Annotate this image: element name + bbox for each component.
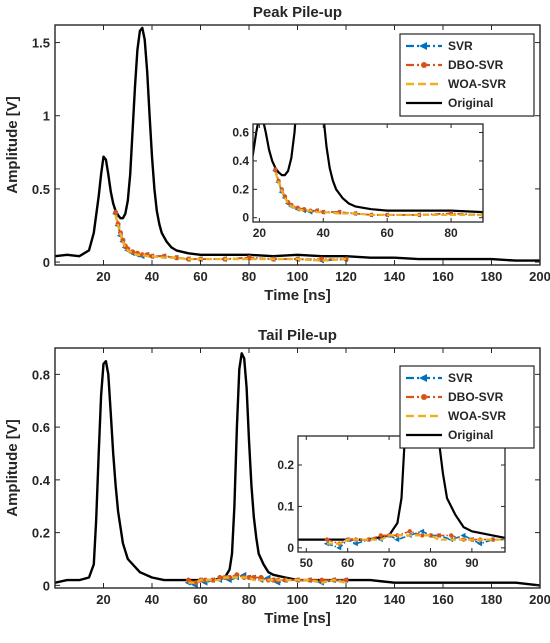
y-tick-label: 0 [43, 255, 50, 270]
series-woa-svr-line [327, 534, 505, 545]
inset-x-tick-label: 80 [444, 226, 458, 240]
inset-y-tick-label: 0.6 [232, 126, 249, 140]
inset-y-tick-label: 0 [242, 211, 249, 225]
series-dbo-svr-marker [343, 577, 349, 583]
x-tick-label: 80 [242, 592, 256, 607]
inset-y-tick-label: 0 [287, 541, 294, 555]
inset-y-tick-label: 0.2 [277, 458, 294, 472]
x-tick-label: 120 [335, 269, 357, 284]
series-dbo-svr-marker [407, 529, 412, 534]
y-tick-label: 0.4 [32, 473, 51, 488]
x-tick-label: 60 [193, 592, 207, 607]
legend-label: WOA-SVR [448, 77, 506, 91]
x-tick-label: 100 [287, 592, 309, 607]
inset-x-tick-label: 60 [380, 226, 394, 240]
x-tick-label: 40 [145, 592, 159, 607]
x-tick-label: 100 [287, 269, 309, 284]
legend-marker-svr [419, 374, 427, 382]
inset-zoom: 50 60 70 80 90 0 0.1 0.2 [277, 435, 506, 570]
series-woa-svr-line [274, 171, 483, 216]
x-tick-label: 180 [481, 592, 503, 607]
inset-x-tick-label: 70 [382, 556, 396, 570]
inset-x-tick-label: 20 [253, 226, 267, 240]
legend: SVR DBO-SVR WOA-SVR Original [399, 365, 535, 449]
legend-label: SVR [448, 39, 473, 53]
series-svr-marker [544, 214, 549, 219]
y-axis-label: Amplitude [V] [4, 419, 21, 517]
inset-x-tick-label: 90 [465, 556, 479, 570]
inset-axes-box [252, 123, 484, 223]
x-tick-label: 20 [96, 592, 110, 607]
series-svr-marker [323, 541, 329, 547]
inset-zoom: 20 40 60 80 0 0.2 0.4 0.6 [232, 123, 549, 240]
inset-x-tick-label: 80 [424, 556, 438, 570]
series-dbo-svr-marker [185, 577, 191, 583]
legend-marker-dbo-svr [421, 62, 427, 68]
series-woa-svr-line [114, 214, 347, 262]
x-tick-label: 140 [384, 269, 406, 284]
legend-label: DBO-SVR [448, 58, 504, 72]
x-tick-label: 20 [96, 269, 110, 284]
series-svr-marker [352, 541, 358, 547]
inset-y-tick-label: 0.4 [232, 154, 249, 168]
x-tick-label: 140 [384, 592, 406, 607]
y-tick-label: 1 [43, 109, 50, 124]
x-axis-label: Time [ns] [264, 287, 330, 304]
y-axis-label: Amplitude [V] [4, 96, 21, 194]
legend-marker-svr [419, 42, 427, 50]
x-tick-label: 160 [432, 269, 454, 284]
legend-label: Original [448, 428, 493, 442]
series-svr-marker [476, 541, 483, 547]
series-original-line [253, 124, 483, 214]
series-dbo-svr-marker [324, 537, 330, 542]
inset-y-tick-label: 0.1 [277, 499, 294, 513]
series-original-line [298, 436, 505, 541]
series-dbo-svr-marker [113, 209, 119, 215]
y-tick-label: 1.5 [32, 36, 50, 51]
series-woa-svr-line [188, 576, 347, 584]
series-svr-marker [419, 528, 425, 534]
legend-label: DBO-SVR [448, 390, 504, 404]
x-axis-label: Time [ns] [264, 610, 330, 627]
x-tick-label: 200 [529, 269, 550, 284]
legend: SVR DBO-SVR WOA-SVR Original [399, 33, 535, 117]
legend-label: WOA-SVR [448, 409, 506, 423]
y-tick-label: 0.5 [32, 182, 50, 197]
x-tick-label: 60 [193, 269, 207, 284]
y-tick-label: 0.2 [32, 526, 50, 541]
series-svr-marker [336, 545, 342, 551]
legend-label: SVR [448, 371, 473, 385]
series-original-line [55, 26, 540, 262]
y-tick-label: 0.8 [32, 367, 50, 382]
x-tick-label: 120 [335, 592, 357, 607]
series-dbo-svr-marker [545, 213, 549, 217]
legend-label: Original [448, 96, 493, 110]
inset-x-tick-label: 60 [341, 556, 355, 570]
legend-marker-dbo-svr [421, 394, 427, 400]
x-tick-label: 200 [529, 592, 550, 607]
series-dbo-svr-marker [436, 533, 441, 538]
series-svr-marker [394, 537, 400, 543]
inset-x-tick-label: 50 [300, 556, 314, 570]
y-tick-label: 0.6 [32, 420, 50, 435]
x-tick-label: 160 [432, 592, 454, 607]
series-svr-line [326, 530, 505, 549]
chart-panel-2: 20 40 60 80 100 120 140 160 180 200 0 0.2 0.4 0.6 0.8 T… [4, 327, 550, 627]
series-dbo-svr-marker [246, 255, 252, 261]
series-dbo-svr-marker [378, 533, 383, 538]
chart-title: Tail Pile-up [258, 327, 337, 344]
x-tick-label: 80 [242, 269, 256, 284]
inset-y-tick-label: 0.2 [232, 182, 249, 196]
x-tick-label: 180 [481, 269, 503, 284]
series-dbo-svr-marker [273, 167, 278, 172]
x-tick-label: 40 [145, 269, 159, 284]
series-dbo-svr-marker [449, 533, 454, 538]
series-svr-marker [460, 532, 466, 538]
inset-x-tick-label: 40 [317, 226, 331, 240]
y-tick-label: 0 [43, 578, 50, 593]
chart-title: Peak Pile-up [253, 4, 342, 21]
